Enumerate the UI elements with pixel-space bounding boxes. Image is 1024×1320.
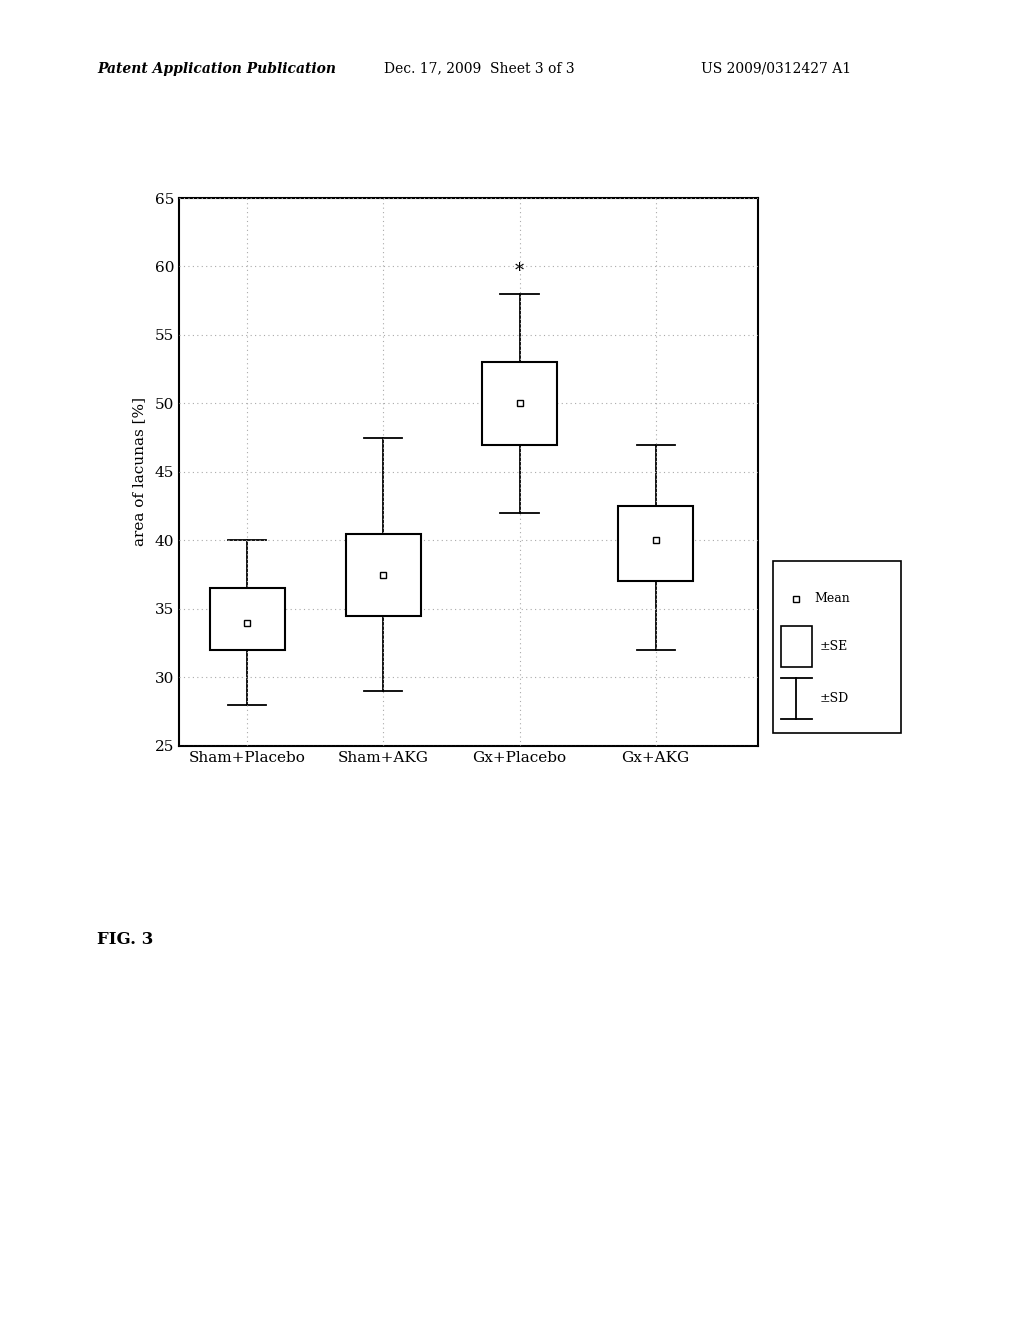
Bar <box>618 506 693 581</box>
Text: US 2009/0312427 A1: US 2009/0312427 A1 <box>701 62 852 75</box>
Text: ±SE: ±SE <box>819 640 848 653</box>
Text: *: * <box>515 263 524 280</box>
Bar <box>482 363 557 445</box>
Bar <box>346 533 421 615</box>
Text: Patent Application Publication: Patent Application Publication <box>97 62 336 75</box>
Y-axis label: area of lacunas [%]: area of lacunas [%] <box>132 397 146 546</box>
Text: FIG. 3: FIG. 3 <box>97 931 154 948</box>
Text: Mean: Mean <box>814 593 850 606</box>
Bar <box>210 589 285 649</box>
Text: ±SD: ±SD <box>819 692 849 705</box>
Text: Dec. 17, 2009  Sheet 3 of 3: Dec. 17, 2009 Sheet 3 of 3 <box>384 62 574 75</box>
Bar <box>780 626 811 668</box>
